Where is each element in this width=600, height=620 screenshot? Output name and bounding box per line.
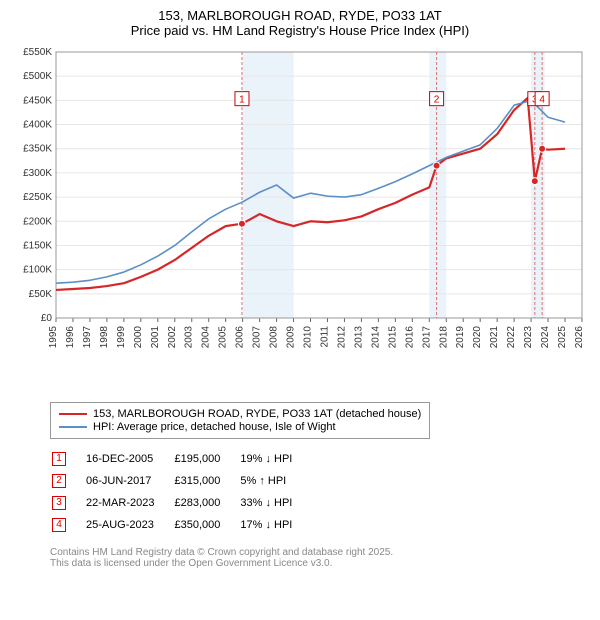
svg-text:2021: 2021 <box>489 326 500 349</box>
sale-diff: 17% ↓ HPI <box>240 515 310 535</box>
svg-text:2025: 2025 <box>557 326 568 349</box>
legend-label-hpi: HPI: Average price, detached house, Isle… <box>93 421 336 433</box>
svg-text:2012: 2012 <box>336 326 347 349</box>
svg-text:£250K: £250K <box>23 192 52 203</box>
svg-text:£150K: £150K <box>23 240 52 251</box>
svg-text:£50K: £50K <box>29 289 53 300</box>
svg-text:2014: 2014 <box>370 326 381 349</box>
sales-row: 3 22-MAR-2023£283,00033% ↓ HPI <box>52 493 310 513</box>
svg-text:1996: 1996 <box>65 326 76 349</box>
sale-diff: 5% ↑ HPI <box>240 471 310 491</box>
sale-diff: 19% ↓ HPI <box>240 449 310 469</box>
svg-text:2015: 2015 <box>387 326 398 349</box>
legend-swatch-hpi <box>59 426 87 428</box>
svg-text:2018: 2018 <box>438 326 449 349</box>
svg-text:1: 1 <box>239 95 245 106</box>
sale-price: £195,000 <box>174 449 238 469</box>
svg-text:2003: 2003 <box>184 326 195 349</box>
line-chart-svg: £0 £50K £100K £150K £200K £250K £300K £350K £400… <box>12 46 588 396</box>
sales-row: 1 16-DEC-2005£195,00019% ↓ HPI <box>52 449 310 469</box>
svg-text:2007: 2007 <box>252 326 263 349</box>
sale-diff: 33% ↓ HPI <box>240 493 310 513</box>
svg-text:£450K: £450K <box>23 95 52 106</box>
svg-text:2023: 2023 <box>523 326 534 349</box>
svg-text:2005: 2005 <box>218 326 229 349</box>
svg-text:2004: 2004 <box>201 326 212 349</box>
svg-text:£550K: £550K <box>23 47 52 58</box>
svg-text:1999: 1999 <box>116 326 127 349</box>
svg-text:1995: 1995 <box>48 326 59 349</box>
chart-title: 153, MARLBOROUGH ROAD, RYDE, PO33 1AT <box>12 8 588 23</box>
svg-text:£100K: £100K <box>23 265 52 276</box>
footer-line-2: This data is licensed under the Open Gov… <box>50 558 588 569</box>
attribution-footer: Contains HM Land Registry data © Crown c… <box>50 547 588 569</box>
sale-marker-icon: 3 <box>52 496 66 510</box>
sale-price: £315,000 <box>174 471 238 491</box>
svg-text:2008: 2008 <box>269 326 280 349</box>
sale-marker-icon: 4 <box>52 518 66 532</box>
svg-text:2013: 2013 <box>353 326 364 349</box>
sales-row: 2 06-JUN-2017£315,0005% ↑ HPI <box>52 471 310 491</box>
svg-text:£400K: £400K <box>23 120 52 131</box>
legend-swatch-price-paid <box>59 413 87 415</box>
svg-text:2002: 2002 <box>167 326 178 349</box>
svg-text:2009: 2009 <box>286 326 297 349</box>
sale-marker-icon: 1 <box>52 452 66 466</box>
svg-text:2020: 2020 <box>472 326 483 349</box>
footer-line-1: Contains HM Land Registry data © Crown c… <box>50 547 588 558</box>
svg-text:2010: 2010 <box>303 326 314 349</box>
svg-text:2016: 2016 <box>404 326 415 349</box>
svg-text:2001: 2001 <box>150 326 161 349</box>
svg-text:2022: 2022 <box>506 326 517 349</box>
svg-text:4: 4 <box>539 95 545 106</box>
svg-text:2026: 2026 <box>574 326 585 349</box>
sale-price: £350,000 <box>174 515 238 535</box>
chart-container: 153, MARLBOROUGH ROAD, RYDE, PO33 1AT Pr… <box>0 0 600 577</box>
sale-marker-icon: 2 <box>52 474 66 488</box>
chart-plot-area: £0 £50K £100K £150K £200K £250K £300K £350K £400… <box>12 46 588 396</box>
svg-text:2: 2 <box>434 95 440 106</box>
svg-text:2006: 2006 <box>235 326 246 349</box>
sales-table: 1 16-DEC-2005£195,00019% ↓ HPI 2 06-JUN-201… <box>50 447 312 537</box>
legend-row-hpi: HPI: Average price, detached house, Isle… <box>59 421 421 433</box>
svg-text:2011: 2011 <box>319 326 330 348</box>
svg-text:£350K: £350K <box>23 144 52 155</box>
svg-text:2024: 2024 <box>540 326 551 349</box>
svg-text:£300K: £300K <box>23 168 52 179</box>
svg-text:£0: £0 <box>41 313 53 324</box>
legend-row-price-paid: 153, MARLBOROUGH ROAD, RYDE, PO33 1AT (d… <box>59 408 421 420</box>
svg-text:£200K: £200K <box>23 216 52 227</box>
chart-subtitle: Price paid vs. HM Land Registry's House … <box>12 23 588 38</box>
chart-legend: 153, MARLBOROUGH ROAD, RYDE, PO33 1AT (d… <box>50 402 430 439</box>
svg-text:2017: 2017 <box>421 326 432 349</box>
svg-text:1998: 1998 <box>99 326 110 349</box>
svg-text:£500K: £500K <box>23 71 52 82</box>
legend-label-price-paid: 153, MARLBOROUGH ROAD, RYDE, PO33 1AT (d… <box>93 408 421 420</box>
sales-row: 4 25-AUG-2023£350,00017% ↓ HPI <box>52 515 310 535</box>
sale-price: £283,000 <box>174 493 238 513</box>
svg-text:2019: 2019 <box>455 326 466 349</box>
svg-text:1997: 1997 <box>82 326 93 349</box>
sale-date: 16-DEC-2005 <box>86 449 172 469</box>
sale-date: 06-JUN-2017 <box>86 471 172 491</box>
svg-text:2000: 2000 <box>133 326 144 349</box>
sale-date: 25-AUG-2023 <box>86 515 172 535</box>
sale-date: 22-MAR-2023 <box>86 493 172 513</box>
